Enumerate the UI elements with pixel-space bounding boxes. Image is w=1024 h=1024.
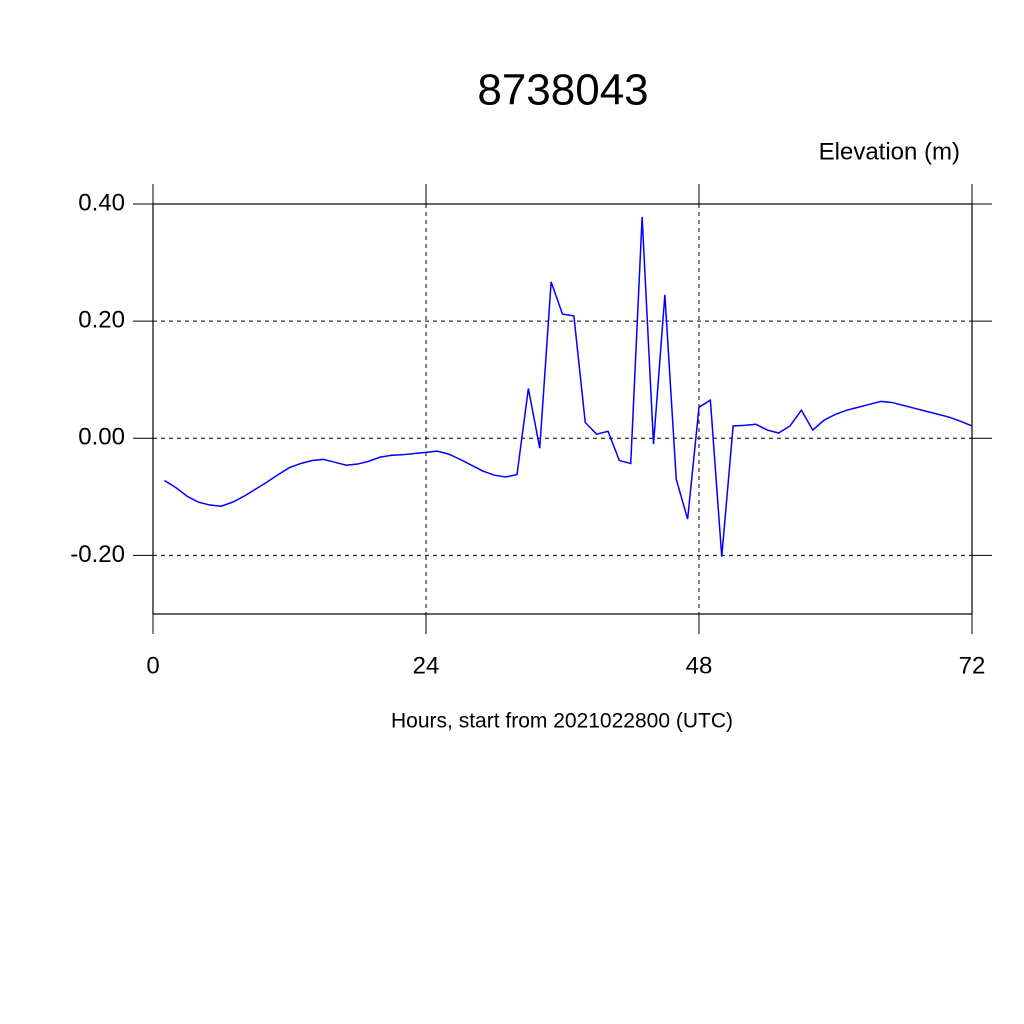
y-tick-label: 0.40	[78, 189, 125, 216]
y-axis-label: Elevation (m)	[819, 138, 960, 165]
x-axis-label: Hours, start from 2021022800 (UTC)	[391, 710, 733, 733]
y-tick-label: 0.00	[78, 424, 125, 451]
chart-title: 8738043	[477, 66, 648, 115]
y-tick-label: 0.20	[78, 306, 125, 333]
x-tick-label: 0	[146, 652, 159, 679]
x-tick-label: 48	[686, 652, 713, 679]
y-tick-label: -0.20	[70, 541, 125, 568]
x-tick-label: 72	[959, 652, 986, 679]
x-tick-label: 24	[413, 652, 440, 679]
data-line	[163, 216, 973, 557]
